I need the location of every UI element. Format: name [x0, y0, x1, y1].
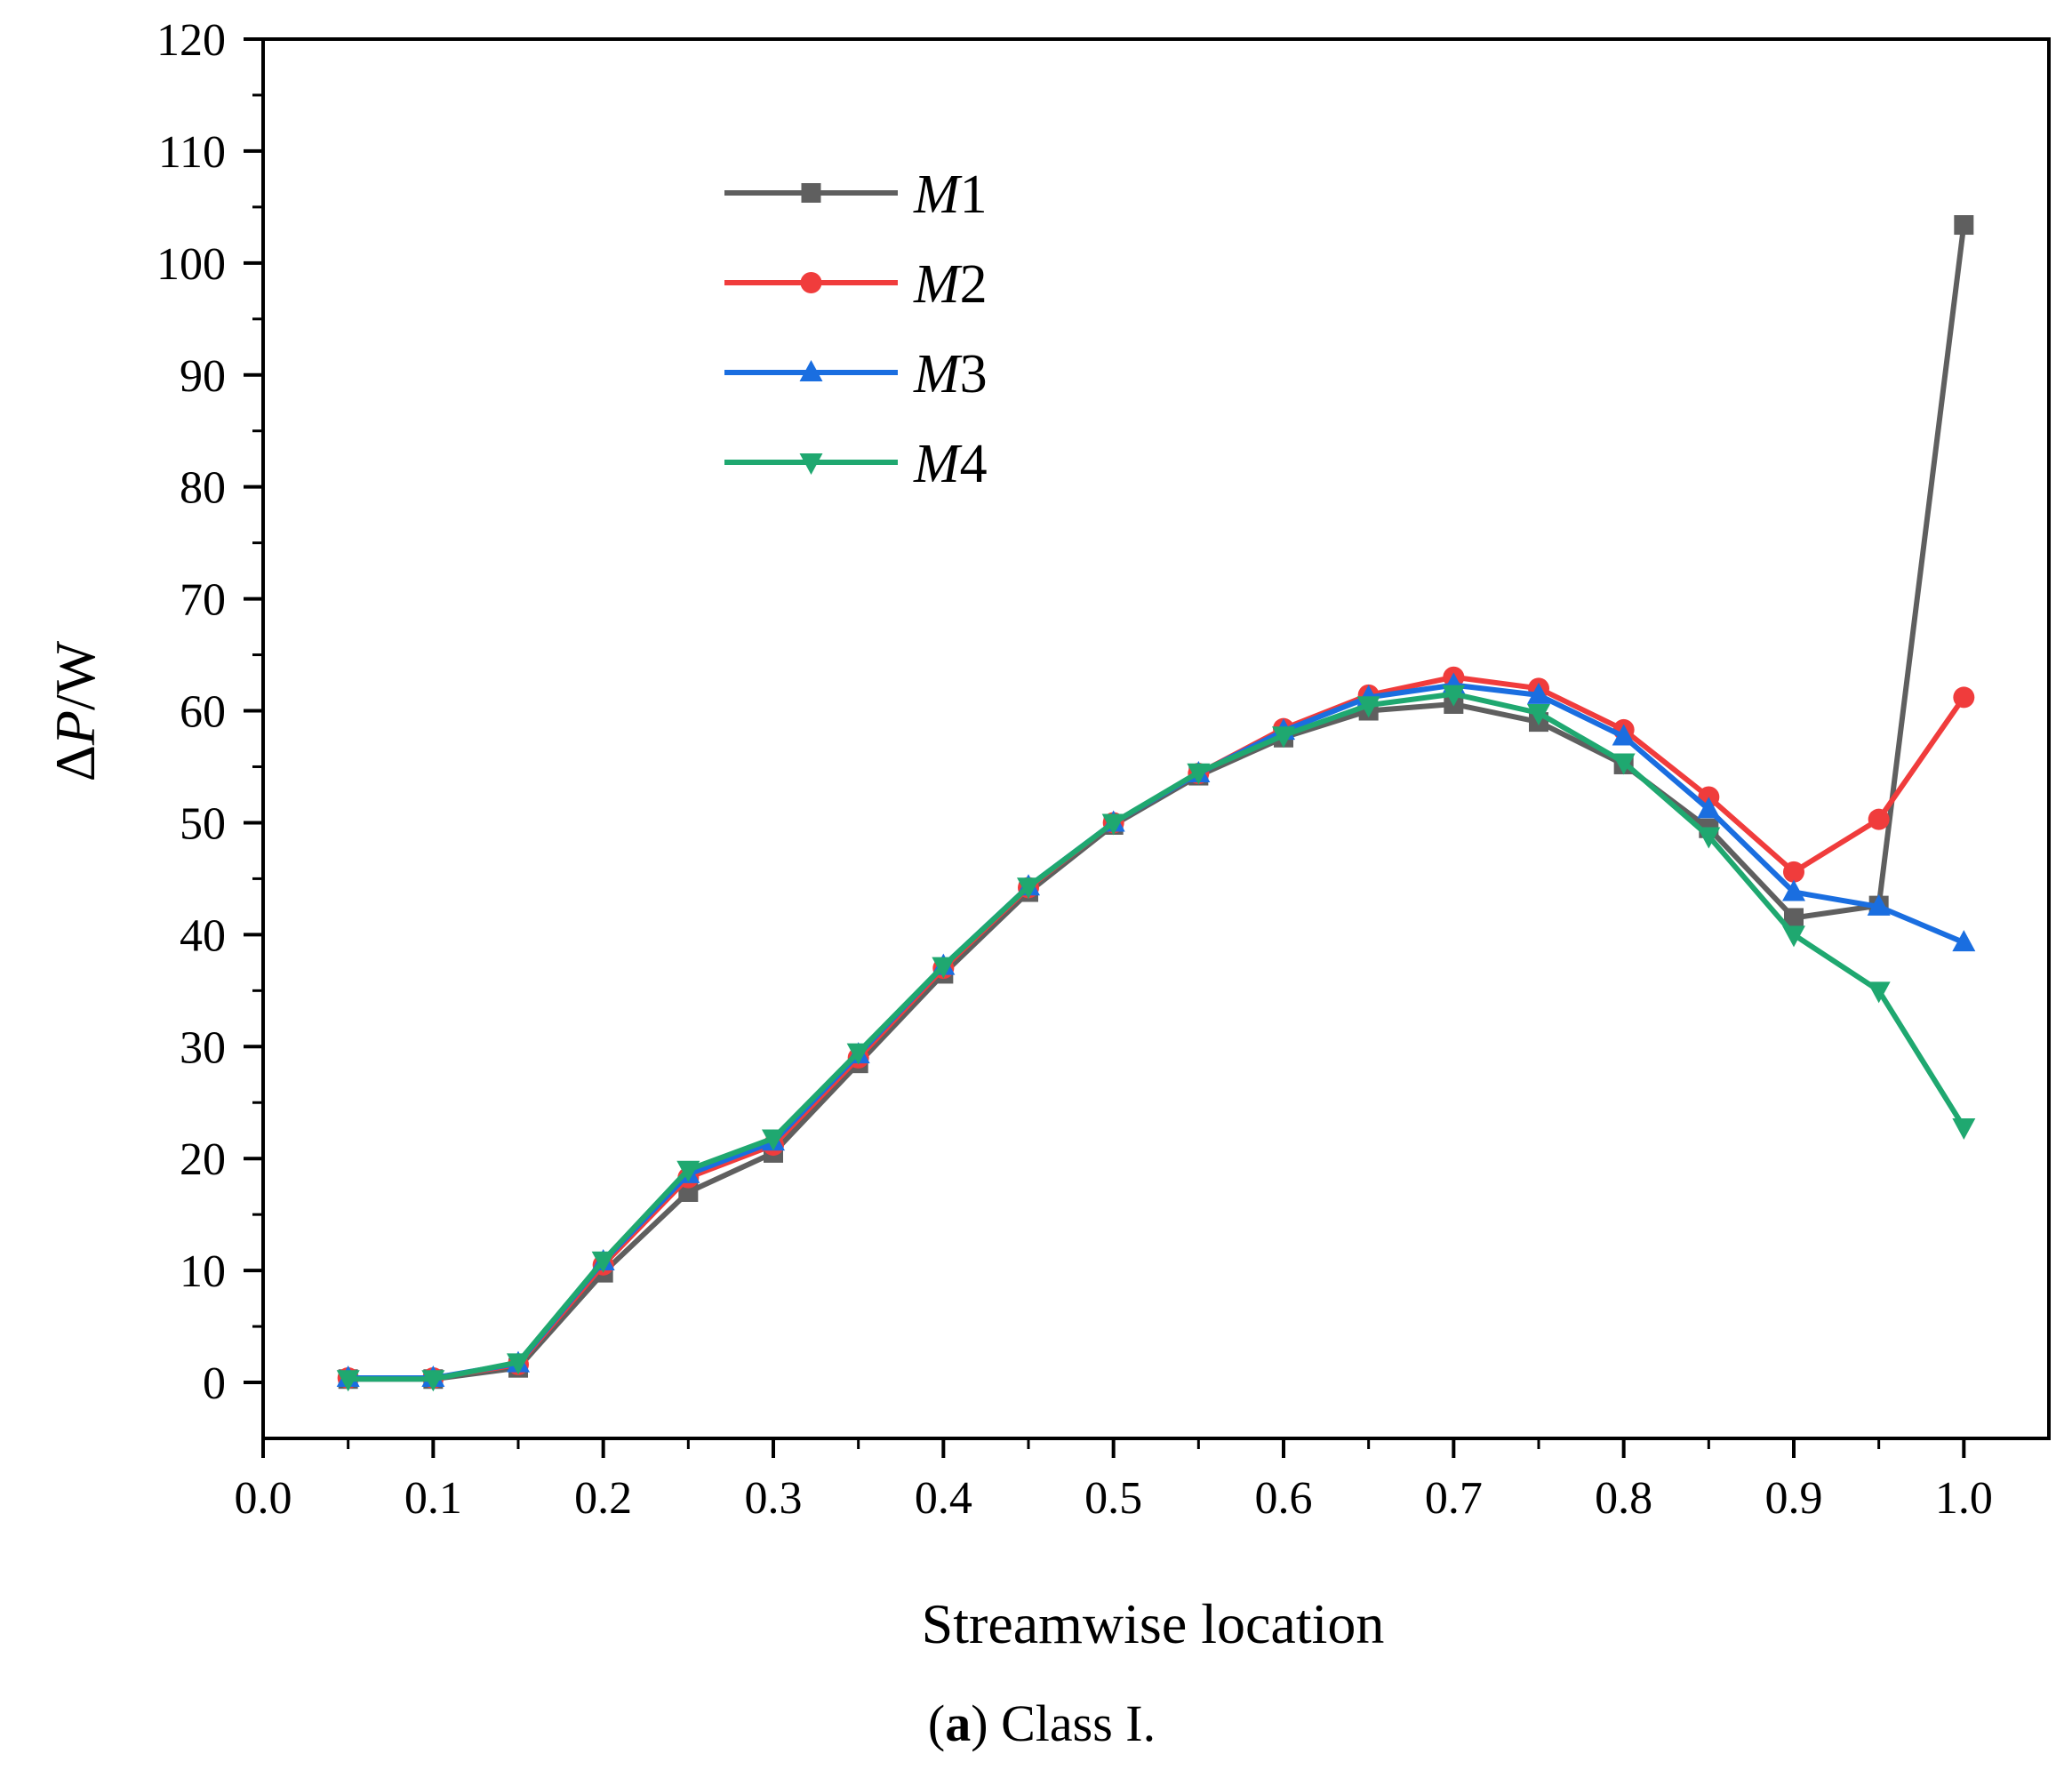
x-tick-label: 0.9: [1765, 1473, 1823, 1524]
data-point-m4: [1612, 753, 1636, 775]
data-point-m3: [1527, 682, 1550, 704]
legend-label-number: 3: [960, 344, 988, 404]
data-point-m3: [1867, 893, 1891, 916]
y-tick-label: 0: [203, 1358, 226, 1409]
data-point-m2: [1868, 808, 1890, 830]
series-line-m4: [348, 691, 1966, 1382]
legend-label-letter: M: [913, 164, 963, 225]
x-tick-label: 0.8: [1595, 1473, 1652, 1524]
x-tick-label: 0.2: [574, 1473, 632, 1524]
x-tick-label: 0.5: [1084, 1473, 1142, 1524]
data-point-m1: [678, 1181, 699, 1202]
data-point-m4: [1952, 1117, 1976, 1140]
x-tick-label: 0.1: [404, 1473, 462, 1524]
y-tick-label: 100: [156, 239, 226, 290]
data-point-m4: [1442, 685, 1466, 707]
data-point-m1: [1954, 215, 1974, 236]
legend-label-number: 4: [960, 434, 988, 494]
legend-item-m3: M3: [724, 344, 988, 404]
data-point-m2: [1783, 861, 1804, 883]
data-point-m4: [1527, 704, 1550, 726]
legend-label-number: 1: [960, 164, 988, 225]
y-tick-label: 40: [180, 910, 226, 961]
y-tick-label: 30: [180, 1022, 226, 1073]
data-point-m2: [1953, 686, 1975, 709]
legend-marker-m1: [801, 183, 821, 203]
plot-series: [336, 215, 1976, 1392]
legend-label-m1: M1: [913, 164, 988, 225]
series-line-m1: [348, 224, 1967, 1382]
caption-text: Class I.: [988, 1694, 1156, 1752]
legend-label-number: 2: [960, 254, 988, 315]
legend-item-m2: M2: [724, 254, 988, 315]
data-point-m4: [846, 1043, 870, 1065]
series-m1: [338, 215, 1974, 1390]
x-axis-title: Streamwise location: [922, 1592, 1385, 1655]
data-point-m4: [932, 957, 956, 979]
y-tick-label: 120: [156, 15, 226, 66]
legend-label-letter: M: [913, 344, 963, 404]
series-m2: [337, 666, 1975, 1390]
legend-label-letter: M: [913, 254, 963, 315]
data-point-m4: [1272, 726, 1295, 749]
x-tick-label: 0.4: [915, 1473, 972, 1524]
x-tick-label: 0.0: [235, 1473, 292, 1524]
y-axis-title: ΔP/W: [44, 640, 107, 781]
data-point-m3: [1612, 724, 1636, 746]
y-tick-label: 80: [180, 463, 226, 514]
data-point-m4: [1187, 763, 1211, 785]
legend-label-letter: M: [913, 434, 963, 494]
data-point-m4: [1101, 813, 1125, 836]
data-point-m4: [762, 1129, 785, 1151]
y-tick-label: 110: [158, 127, 226, 178]
y-tick-label: 70: [180, 575, 226, 626]
x-tick-label: 0.7: [1425, 1473, 1483, 1524]
caption-label: a: [945, 1694, 971, 1752]
y-axis-title-variable: P: [44, 710, 107, 746]
y-tick-label: 90: [180, 351, 226, 402]
data-point-m4: [507, 1353, 530, 1375]
y-tick-label: 60: [180, 687, 226, 738]
figure-caption: (a) Class I.: [928, 1694, 1156, 1752]
legend-item-m1: M1: [724, 164, 988, 225]
data-point-m4: [1867, 981, 1891, 1004]
y-tick-label: 50: [180, 798, 226, 849]
y-axis-title-delta: Δ: [44, 745, 107, 781]
data-point-m3: [1697, 797, 1721, 819]
y-tick-label: 10: [180, 1246, 226, 1297]
x-tick-label: 0.6: [1255, 1473, 1313, 1524]
data-point-m1: [1784, 908, 1804, 928]
y-tick-label: 20: [180, 1134, 226, 1185]
legend-marker-m3: [799, 360, 823, 381]
legend-label-m2: M2: [913, 254, 988, 315]
data-point-m3: [1782, 879, 1805, 901]
x-tick-label: 1.0: [1935, 1473, 1993, 1524]
legend-label-m3: M3: [913, 344, 988, 404]
y-axis-title-unit: /W: [44, 640, 107, 710]
legend-label-m4: M4: [913, 434, 988, 494]
data-point-m4: [1017, 877, 1040, 900]
axes: 0.0 0.1 0.2 0.3 0.4 0.5 0.6 0.7 0.8 0.9 1.0 0 10 20 30…: [156, 15, 2051, 1524]
data-point-m4: [591, 1251, 615, 1273]
x-tick-label: 0.3: [745, 1473, 803, 1524]
data-point-m4: [676, 1160, 700, 1182]
plot-frame: [261, 37, 2051, 1440]
data-point-m3: [1952, 930, 1976, 952]
data-point-m4: [1356, 696, 1380, 718]
legend-marker-m4: [799, 453, 823, 475]
legend-marker-m2: [800, 272, 822, 293]
data-point-m4: [1697, 827, 1721, 849]
legend-item-m4: M4: [724, 434, 988, 494]
data-point-m4: [1782, 925, 1805, 948]
data-point-m4: [421, 1370, 445, 1392]
y-axis-title-group: ΔP/W: [44, 640, 107, 781]
series-m3: [336, 672, 1976, 1388]
series-m4: [336, 685, 1976, 1392]
data-point-m4: [336, 1370, 360, 1392]
